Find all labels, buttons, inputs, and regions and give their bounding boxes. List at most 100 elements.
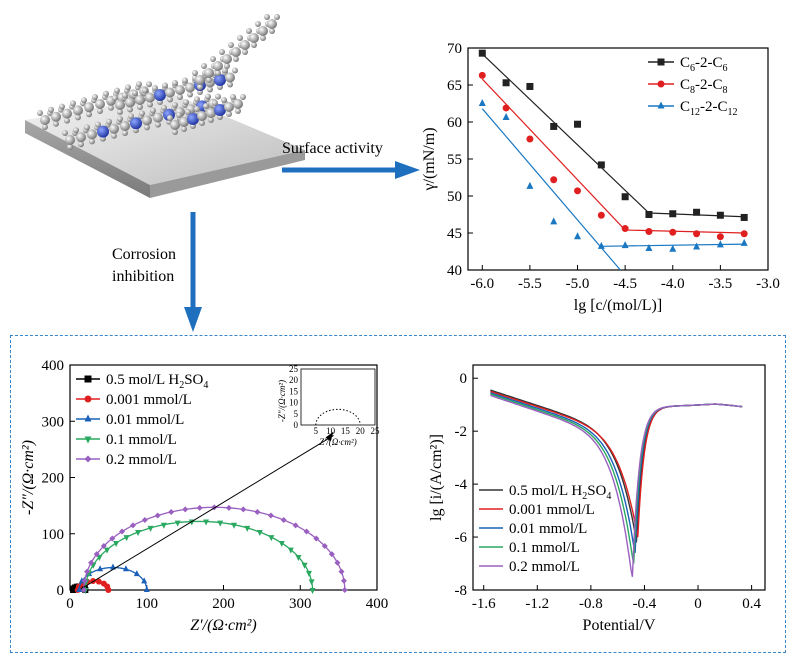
data-point bbox=[716, 211, 724, 219]
hydrogen-atom bbox=[172, 102, 178, 108]
hydrogen-atom bbox=[183, 99, 189, 106]
y-tick-label: 60 bbox=[447, 115, 462, 131]
corrosion-label-line2: inhibition bbox=[112, 268, 175, 285]
hydrogen-atom bbox=[246, 28, 252, 34]
data-point bbox=[93, 551, 100, 558]
inset-x-tick-label: 20 bbox=[356, 426, 366, 436]
hydrogen-atom bbox=[152, 85, 158, 91]
plot-frame bbox=[472, 364, 766, 591]
y-tick-label: 45 bbox=[447, 226, 462, 242]
carbon-atom bbox=[125, 97, 135, 108]
hydrogen-atom bbox=[114, 87, 120, 94]
data-point bbox=[141, 516, 148, 523]
data-point bbox=[574, 120, 582, 128]
carbon-atom bbox=[179, 117, 189, 127]
data-point bbox=[645, 211, 653, 218]
data-point bbox=[308, 579, 315, 586]
hydrogen-atom bbox=[208, 117, 214, 123]
data-point bbox=[154, 512, 161, 519]
hydrogen-atom bbox=[167, 96, 173, 103]
data-point bbox=[740, 238, 748, 246]
data-point bbox=[740, 230, 748, 238]
hydrogen-atom bbox=[255, 21, 261, 27]
legend-entry: 0.1 mmol/L bbox=[106, 432, 177, 448]
hydrogen-atom bbox=[42, 124, 48, 130]
hydrogen-atom bbox=[89, 138, 95, 145]
x-tick-label: -0.8 bbox=[579, 596, 603, 612]
hydrogen-atom bbox=[176, 112, 182, 118]
hydrogen-atom bbox=[226, 111, 232, 117]
carbon-atom bbox=[267, 19, 277, 29]
data-point bbox=[280, 516, 287, 523]
data-point bbox=[574, 232, 582, 240]
y-tick-label: 50 bbox=[447, 189, 462, 205]
hydrogen-atom bbox=[150, 107, 156, 114]
data-point bbox=[80, 587, 87, 593]
data-point bbox=[621, 241, 629, 249]
data-point bbox=[550, 217, 558, 225]
data-point bbox=[716, 240, 724, 248]
data-point bbox=[478, 49, 486, 57]
inset-y-tick-label: 15 bbox=[289, 386, 299, 396]
x-tick-label: 0 bbox=[694, 596, 702, 612]
data-point bbox=[526, 181, 534, 189]
y-tick-label: 0 bbox=[57, 583, 65, 599]
hydrogen-atom bbox=[227, 81, 233, 88]
hydrogen-atom bbox=[269, 28, 275, 34]
hydrogen-atom bbox=[205, 93, 211, 100]
carbon-atom bbox=[153, 112, 163, 123]
hydrogen-atom bbox=[70, 100, 76, 107]
hydrogen-atom bbox=[221, 97, 227, 103]
hydrogen-atom bbox=[67, 144, 73, 150]
x-tick-label: 0 bbox=[66, 596, 74, 612]
hydrogen-atom bbox=[201, 63, 207, 69]
data-point bbox=[203, 519, 210, 526]
data-point bbox=[502, 104, 510, 112]
legend-marker bbox=[657, 101, 665, 109]
hydrogen-atom bbox=[194, 106, 200, 112]
x-tick-label: 200 bbox=[212, 596, 235, 612]
hydrogen-atom bbox=[73, 127, 79, 134]
carbon-atom bbox=[40, 115, 50, 125]
data-point bbox=[168, 508, 175, 515]
hydrogen-atom bbox=[167, 115, 173, 121]
x-tick-label: -3.5 bbox=[709, 276, 733, 292]
hydrogen-atom bbox=[264, 14, 270, 20]
data-point bbox=[303, 528, 310, 535]
hydrogen-atom bbox=[122, 92, 128, 99]
nyquist-curve bbox=[83, 506, 346, 591]
data-point bbox=[240, 506, 247, 513]
legend-marker bbox=[84, 414, 92, 422]
carbon-atom bbox=[233, 99, 243, 109]
hydrogen-atom bbox=[95, 121, 101, 128]
data-point bbox=[645, 244, 653, 252]
carbon-atom bbox=[249, 33, 259, 43]
x-tick-label: -1.2 bbox=[525, 596, 549, 612]
data-point bbox=[122, 565, 129, 572]
data-point bbox=[217, 520, 224, 527]
carbon-atom bbox=[224, 102, 234, 112]
inset-y-tick-label: 25 bbox=[289, 364, 299, 374]
data-point bbox=[109, 535, 116, 542]
x-tick-label: -6.0 bbox=[470, 276, 494, 292]
y-tick-label: 300 bbox=[42, 414, 65, 430]
hydrogen-atom bbox=[81, 97, 87, 104]
carbon-atom bbox=[170, 120, 180, 130]
data-point bbox=[478, 99, 486, 106]
hydrogen-atom bbox=[172, 129, 178, 135]
data-point bbox=[693, 230, 701, 238]
data-point bbox=[305, 570, 312, 577]
data-point bbox=[693, 242, 701, 250]
data-point bbox=[597, 241, 605, 249]
inset-x-label: Z′/(Ω·cm²) bbox=[319, 437, 356, 447]
hydrogen-atom bbox=[92, 94, 98, 100]
y-axis-label: lg [i/(A/cm²)] bbox=[428, 434, 445, 521]
carbon-atom bbox=[87, 129, 97, 140]
carbon-atom bbox=[240, 40, 250, 50]
hydrogen-atom bbox=[177, 94, 183, 100]
data-point bbox=[621, 225, 629, 233]
y-tick-label: 55 bbox=[447, 152, 462, 168]
data-point bbox=[147, 525, 154, 532]
data-point bbox=[196, 504, 203, 511]
x-tick-label: 100 bbox=[136, 596, 159, 612]
